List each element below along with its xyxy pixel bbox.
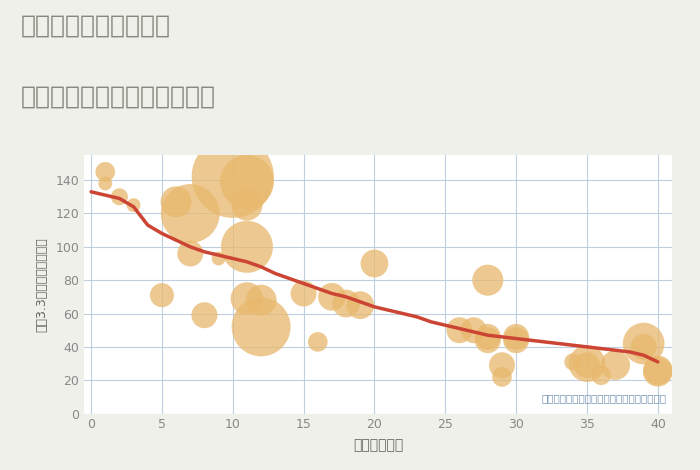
Point bbox=[199, 312, 210, 319]
Point bbox=[652, 367, 664, 374]
Point bbox=[298, 290, 309, 298]
Point bbox=[228, 173, 239, 180]
Point bbox=[496, 373, 507, 381]
Point bbox=[99, 168, 111, 175]
Point bbox=[326, 293, 337, 301]
Point bbox=[156, 291, 167, 299]
Point bbox=[468, 327, 480, 334]
Point bbox=[241, 295, 253, 302]
Point bbox=[496, 361, 507, 369]
Point bbox=[312, 338, 323, 345]
Point bbox=[652, 368, 664, 376]
Point bbox=[510, 337, 522, 344]
Point bbox=[638, 340, 650, 347]
Point bbox=[454, 327, 465, 334]
Point bbox=[638, 343, 650, 351]
Point bbox=[567, 358, 578, 366]
Point bbox=[99, 180, 111, 187]
Point bbox=[114, 193, 125, 201]
Text: 築年数別中古マンション価格: 築年数別中古マンション価格 bbox=[21, 85, 216, 109]
Point bbox=[171, 198, 182, 205]
Point bbox=[340, 300, 351, 307]
Point bbox=[369, 260, 380, 267]
Point bbox=[510, 333, 522, 341]
Point bbox=[482, 337, 493, 344]
Point bbox=[582, 361, 593, 369]
Y-axis label: 坪（3.3㎡）単価（万円）: 坪（3.3㎡）単価（万円） bbox=[35, 237, 48, 332]
Point bbox=[355, 301, 366, 309]
Point bbox=[482, 333, 493, 341]
Point bbox=[241, 243, 253, 251]
Text: 奈良県奈良市漢国町の: 奈良県奈良市漢国町の bbox=[21, 14, 171, 38]
Text: 円の大きさは、取引のあった物件面積を示す: 円の大きさは、取引のあった物件面積を示す bbox=[541, 393, 666, 403]
Point bbox=[241, 178, 253, 186]
Point bbox=[256, 323, 267, 330]
Point bbox=[256, 297, 267, 304]
Point bbox=[185, 250, 196, 257]
Point bbox=[582, 360, 593, 368]
Point bbox=[185, 210, 196, 217]
Point bbox=[241, 201, 253, 209]
X-axis label: 築年数（年）: 築年数（年） bbox=[353, 439, 403, 453]
Point bbox=[610, 361, 621, 369]
Point bbox=[596, 371, 607, 379]
Point bbox=[482, 276, 493, 284]
Point bbox=[128, 201, 139, 209]
Point bbox=[213, 255, 224, 262]
